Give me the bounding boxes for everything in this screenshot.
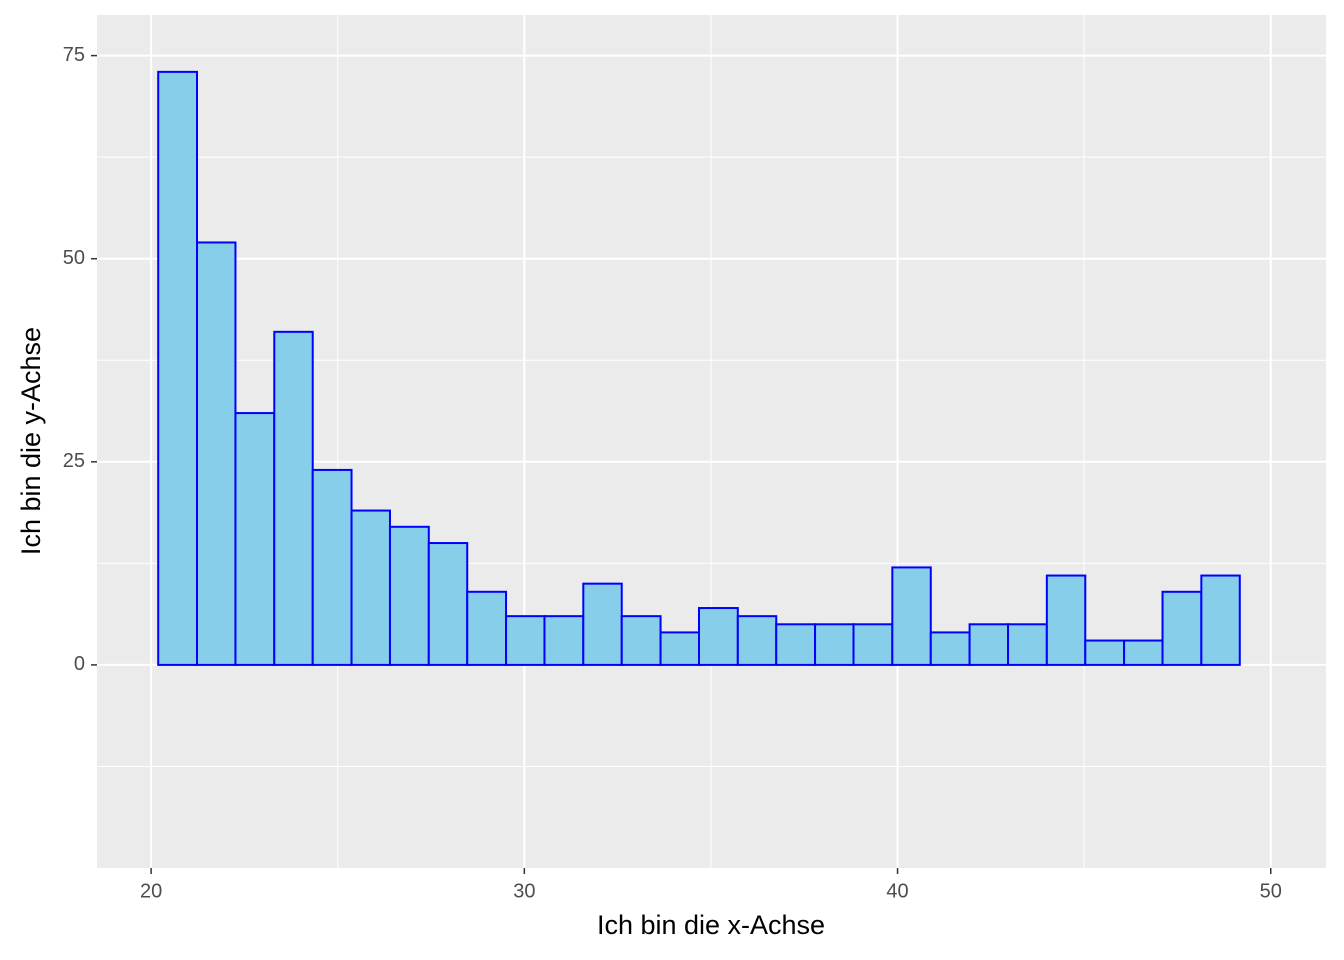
y-tick-label: 25 (63, 450, 85, 472)
y-tick-label: 0 (74, 653, 85, 675)
bar (814, 623, 855, 666)
bar (1200, 574, 1241, 666)
bar (1123, 639, 1164, 666)
bar (1084, 639, 1126, 666)
bar (775, 623, 817, 666)
bar (736, 615, 778, 666)
bar (273, 330, 314, 666)
y-tick-label: 75 (63, 44, 85, 66)
bar (196, 241, 237, 666)
bar (891, 566, 932, 666)
bar (350, 509, 391, 666)
bar (543, 615, 585, 666)
bar (157, 70, 199, 666)
bar (466, 590, 508, 666)
bar (620, 615, 662, 666)
x-tick-label: 20 (140, 880, 162, 902)
y-tick-label: 50 (63, 247, 85, 269)
bar (968, 623, 1010, 666)
bar (852, 623, 894, 666)
bar (1045, 574, 1087, 666)
bar (929, 631, 971, 666)
bar (505, 615, 546, 666)
bar (388, 525, 430, 666)
x-tick-label: 40 (886, 880, 908, 902)
x-tick-label: 30 (513, 880, 535, 902)
bar (311, 468, 353, 666)
x-tick-label: 50 (1260, 880, 1282, 902)
x-axis-title: Ich bin die x-Achse (597, 910, 825, 940)
y-axis-title: Ich bin die y-Achse (16, 327, 46, 555)
bar (659, 631, 700, 666)
bar (1161, 590, 1203, 666)
bar (234, 412, 276, 666)
bar (1007, 623, 1048, 666)
bar (427, 542, 469, 666)
bar (582, 582, 623, 666)
bar (697, 607, 739, 666)
